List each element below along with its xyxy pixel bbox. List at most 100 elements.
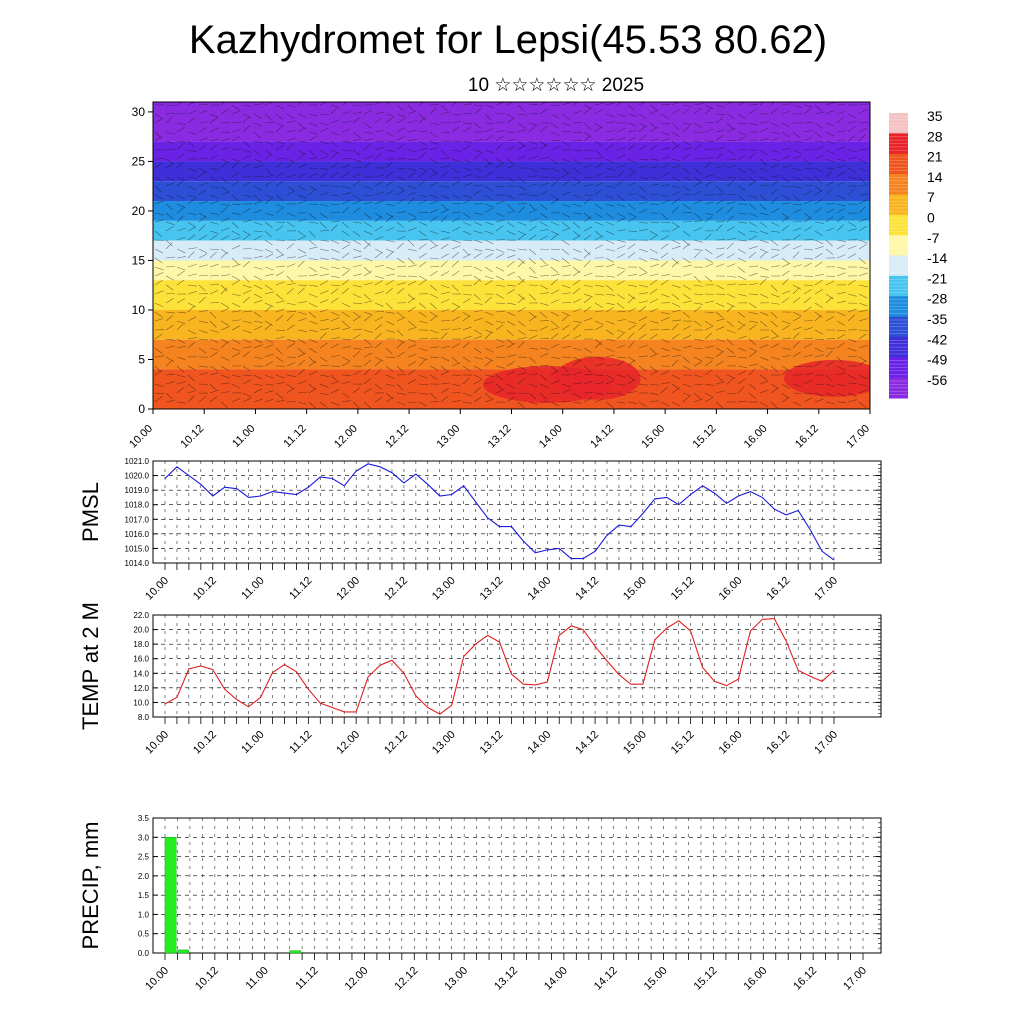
wind-barb	[154, 135, 163, 142]
wind-barb	[319, 392, 329, 396]
wind-barb	[539, 320, 550, 322]
wind-barb	[550, 278, 559, 286]
wind-barb	[825, 248, 834, 255]
wind-barb	[726, 215, 734, 223]
wind-barb	[748, 265, 758, 268]
wind-barb	[561, 140, 570, 147]
wind-barb	[572, 270, 581, 277]
wind-barb	[429, 257, 439, 260]
wind-barb	[198, 347, 207, 354]
wind-barb	[330, 401, 340, 406]
wind-barb	[660, 122, 670, 124]
wind-barb	[319, 401, 328, 408]
temp-ytick-label: 16.0	[133, 655, 149, 664]
wind-barb	[484, 253, 493, 259]
wind-barb	[187, 374, 195, 382]
wind-barb	[286, 282, 296, 286]
wind-barb	[352, 333, 361, 340]
wind-barb	[374, 264, 384, 268]
wind-barb	[561, 274, 571, 277]
wind-barb	[429, 158, 439, 164]
wind-barb	[451, 392, 461, 394]
wind-barb	[682, 311, 691, 319]
wind-barb	[242, 248, 252, 250]
wind-barb	[440, 171, 449, 178]
wind-barb	[704, 248, 713, 255]
wind-barb	[385, 329, 395, 333]
wind-barb	[264, 305, 272, 313]
wind-barb	[704, 212, 714, 216]
wind-barb	[814, 131, 823, 139]
wind-barb	[671, 198, 680, 205]
wind-barb	[451, 306, 460, 313]
wind-barb	[539, 401, 550, 403]
wind-barb	[440, 346, 450, 349]
heatmap-xtick-label: 10.12	[178, 423, 206, 451]
wind-barb	[583, 163, 593, 169]
wind-barb	[583, 248, 591, 256]
wind-barb	[858, 167, 868, 172]
wind-barb	[341, 361, 350, 367]
colorbar-label: 7	[927, 189, 935, 205]
wind-barb	[429, 374, 438, 380]
wind-barb	[638, 194, 647, 200]
wind-barb	[759, 121, 769, 124]
wind-barb	[374, 396, 383, 403]
pmsl-xtick-label: 13.00	[430, 575, 458, 603]
wind-barb	[550, 273, 560, 277]
wind-barb	[253, 338, 263, 344]
wind-barb	[704, 392, 714, 398]
pmsl-xtick-label: 16.12	[764, 575, 792, 603]
wind-barb	[506, 138, 516, 142]
wind-barb	[616, 113, 626, 118]
wind-barb	[715, 284, 725, 290]
wind-barb	[770, 248, 780, 251]
wind-barb	[616, 392, 626, 397]
wind-barb	[429, 392, 437, 400]
wind-barb	[319, 102, 328, 106]
wind-barb	[407, 227, 417, 232]
wind-barb	[638, 248, 648, 253]
wind-barb	[187, 263, 197, 268]
wind-barb	[770, 335, 780, 340]
wind-barb	[154, 194, 164, 200]
wind-barb	[220, 307, 230, 313]
wind-barb	[561, 239, 570, 246]
wind-barb	[638, 158, 648, 161]
wind-barb	[715, 351, 724, 358]
wind-barb	[154, 290, 164, 295]
wind-barb	[792, 149, 802, 154]
wind-barb	[264, 302, 274, 307]
wind-barb	[308, 257, 318, 261]
wind-barb	[627, 216, 636, 223]
wind-barb	[682, 122, 692, 126]
wind-barb	[814, 383, 824, 386]
wind-barb	[627, 230, 638, 232]
wind-barb	[330, 239, 340, 244]
wind-barb	[198, 235, 207, 241]
wind-barb	[473, 278, 481, 286]
wind-barb	[286, 310, 296, 313]
wind-barb	[429, 131, 438, 138]
wind-barb	[154, 230, 163, 238]
wind-barb	[220, 191, 230, 196]
wind-barb	[759, 251, 767, 259]
wind-barb	[330, 337, 340, 340]
wind-barb	[308, 239, 317, 247]
wind-barb	[682, 203, 691, 210]
wind-barb	[737, 212, 747, 215]
wind-barb	[209, 127, 219, 133]
wind-barb	[616, 127, 626, 133]
wind-barb	[165, 176, 175, 181]
wind-barb	[319, 266, 329, 270]
wind-barb	[220, 287, 228, 295]
wind-barb	[594, 302, 603, 308]
wind-barb	[649, 158, 659, 161]
wind-barb	[550, 198, 559, 205]
wind-barb	[418, 383, 428, 386]
wind-barb	[209, 338, 219, 344]
pmsl-ylabel: PMSL	[78, 482, 103, 542]
wind-barb	[473, 309, 483, 313]
wind-barb	[517, 113, 527, 116]
wind-barb	[484, 203, 494, 208]
